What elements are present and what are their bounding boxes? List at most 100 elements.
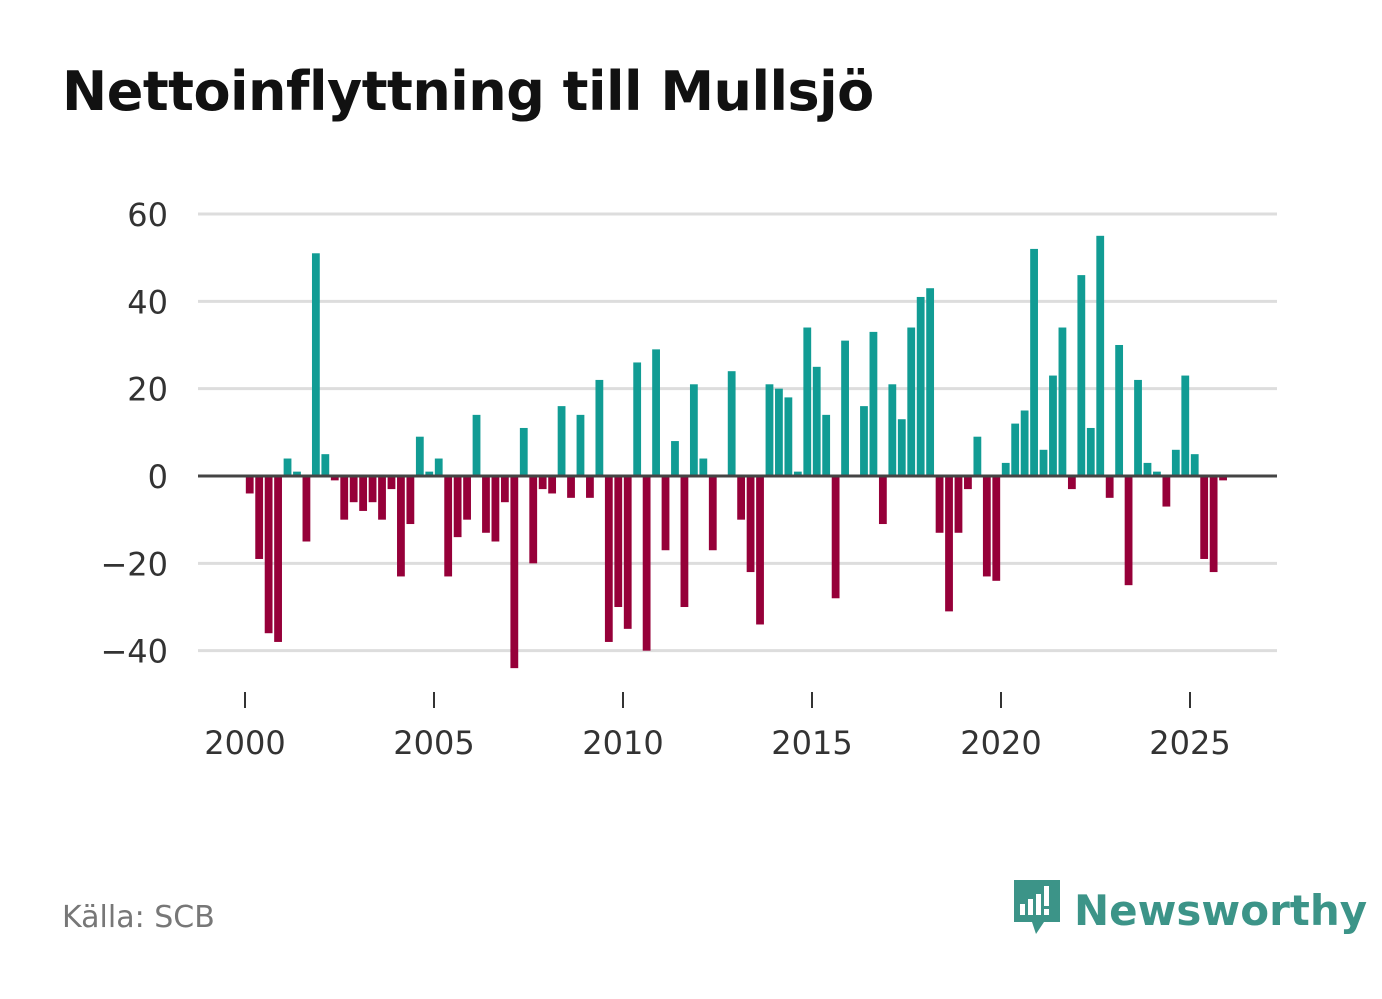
bar bbox=[1209, 476, 1218, 573]
bar bbox=[784, 397, 793, 476]
bar bbox=[425, 471, 434, 476]
bar bbox=[434, 458, 443, 476]
x-tick-label: 2005 bbox=[393, 724, 474, 762]
bar bbox=[1134, 379, 1142, 476]
bar bbox=[1171, 449, 1180, 476]
x-tick-label: 2020 bbox=[960, 724, 1041, 762]
bar bbox=[463, 476, 471, 520]
bar bbox=[378, 476, 386, 520]
bar bbox=[926, 288, 935, 476]
bar bbox=[321, 454, 330, 476]
bar bbox=[595, 379, 604, 476]
bar bbox=[1105, 476, 1114, 498]
bar bbox=[727, 371, 736, 476]
bar bbox=[302, 476, 311, 542]
bar bbox=[1115, 344, 1124, 476]
y-tick-label: −20 bbox=[100, 545, 168, 583]
bar bbox=[453, 476, 462, 538]
bar bbox=[973, 436, 982, 476]
bar bbox=[756, 476, 764, 625]
bar bbox=[330, 476, 339, 481]
bar bbox=[482, 476, 490, 533]
bar bbox=[349, 476, 358, 503]
bar bbox=[311, 253, 320, 476]
bar bbox=[283, 458, 292, 476]
bar bbox=[982, 476, 991, 577]
bar bbox=[680, 476, 689, 608]
bar bbox=[368, 476, 377, 503]
bar bbox=[699, 458, 708, 476]
bar bbox=[1039, 449, 1048, 476]
bar bbox=[519, 427, 528, 476]
newsworthy-logo-icon bbox=[1012, 878, 1062, 942]
bar bbox=[1200, 476, 1209, 559]
bar bbox=[746, 476, 755, 573]
bar bbox=[255, 476, 264, 559]
bar bbox=[245, 476, 254, 494]
bar bbox=[737, 476, 746, 520]
bar bbox=[359, 476, 368, 511]
bar bbox=[916, 296, 925, 476]
bar bbox=[992, 476, 1001, 581]
bar bbox=[1077, 275, 1086, 476]
bar bbox=[860, 406, 868, 476]
y-tick-label: 40 bbox=[127, 283, 168, 321]
bar bbox=[689, 384, 698, 476]
bar bbox=[1049, 375, 1057, 476]
bar bbox=[491, 476, 500, 542]
axes: 60 40 20 0 −20 −40 2000 2005 2010 2015 2020 2025 bbox=[100, 196, 1277, 762]
bar bbox=[954, 476, 963, 533]
bar bbox=[1086, 427, 1095, 476]
bar bbox=[935, 476, 944, 533]
bar bbox=[604, 476, 613, 642]
bar bbox=[708, 476, 717, 551]
bar bbox=[623, 476, 632, 629]
bar bbox=[274, 476, 282, 642]
y-tick-label: −40 bbox=[100, 633, 168, 671]
bar bbox=[1181, 375, 1190, 476]
bar bbox=[406, 476, 415, 525]
bar bbox=[586, 476, 594, 498]
bar bbox=[1001, 462, 1010, 476]
bar bbox=[652, 349, 660, 476]
bar bbox=[1143, 462, 1152, 476]
bar bbox=[1058, 327, 1067, 476]
bar bbox=[642, 476, 651, 651]
bar bbox=[803, 327, 812, 476]
bar bbox=[1162, 476, 1171, 507]
bar bbox=[293, 471, 301, 476]
y-tick-label: 20 bbox=[127, 371, 168, 409]
bar bbox=[1124, 476, 1133, 586]
bar bbox=[1030, 248, 1038, 476]
bar bbox=[1067, 476, 1076, 490]
bar bbox=[822, 414, 831, 476]
bar bbox=[576, 414, 585, 476]
x-tick-label: 2025 bbox=[1149, 724, 1230, 762]
brand-logo[interactable]: Newsworthy bbox=[1012, 878, 1367, 942]
x-tick-label: 2000 bbox=[204, 724, 285, 762]
bar bbox=[765, 384, 774, 476]
bar bbox=[661, 476, 670, 551]
bar bbox=[888, 384, 897, 476]
bar bbox=[1219, 476, 1227, 481]
bar bbox=[340, 476, 349, 520]
bar bbox=[945, 476, 953, 612]
bar bbox=[793, 471, 802, 476]
bar bbox=[1190, 454, 1199, 476]
source-note: Källa: SCB bbox=[62, 900, 215, 935]
bar bbox=[897, 419, 906, 476]
bar bbox=[671, 441, 679, 476]
x-tick-label: 2015 bbox=[771, 724, 852, 762]
grid-lines bbox=[198, 212, 1277, 653]
bar bbox=[415, 436, 424, 476]
bar bbox=[538, 476, 547, 490]
bars bbox=[245, 235, 1227, 669]
bar bbox=[557, 406, 566, 476]
bar bbox=[264, 476, 273, 634]
bar bbox=[869, 331, 878, 476]
brand-name: Newsworthy bbox=[1074, 885, 1368, 935]
bar bbox=[444, 476, 453, 577]
bar bbox=[1011, 423, 1020, 476]
bar bbox=[964, 476, 972, 490]
